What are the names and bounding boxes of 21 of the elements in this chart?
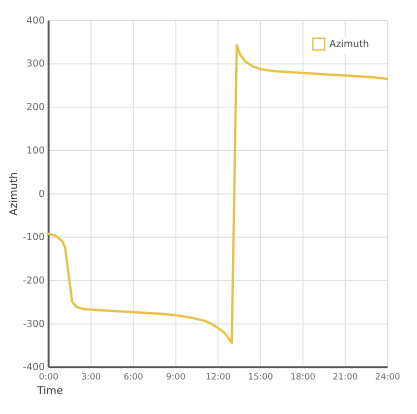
y-axis-title: Azimuth [8,172,20,216]
y-tick-label: 200 [26,102,45,114]
x-tick-label: 3:00 [81,372,101,383]
x-axis-title: Time [36,385,63,398]
y-tick-label: 400 [26,15,45,26]
y-tick-label: -200 [22,275,45,286]
x-tick-label: 15:00 [248,372,273,383]
x-tick-label: 6:00 [124,372,144,383]
y-tick-label: 0 [38,188,45,200]
y-tick-label: -400 [22,362,45,374]
x-tick-label: 12:00 [206,372,231,383]
y-tick-label: 100 [26,145,45,156]
y-tick-label: -300 [22,318,45,330]
x-tick-label: 9:00 [166,372,186,383]
y-tick-label: -100 [22,232,45,244]
x-tick-label: 18:00 [290,372,316,383]
legend-label: Azimuth [329,39,370,50]
y-tick-label: 300 [26,58,45,70]
x-tick-label: 0:00 [38,372,58,383]
x-tick-label: 24:00 [375,372,400,383]
x-tick-label: 21:00 [332,372,358,383]
